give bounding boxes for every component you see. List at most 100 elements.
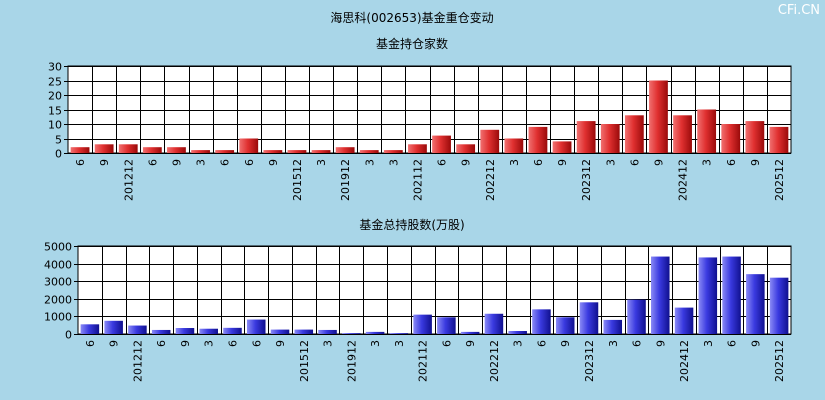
holders-xtick-label: 6 <box>532 159 545 166</box>
holders-bar <box>311 150 331 153</box>
holders-bar <box>576 121 596 153</box>
shares-bar <box>175 328 195 334</box>
holders-bar <box>239 138 259 153</box>
holders-bar <box>456 144 476 153</box>
shares-xtick-label: 3 <box>369 340 382 347</box>
holders-bar <box>697 109 717 153</box>
holders-xtick-label: 202412 <box>677 159 690 201</box>
holders-ytick-label: 10 <box>48 119 62 132</box>
holders-xtick-label: 9 <box>652 159 665 166</box>
holders-bar <box>383 150 403 153</box>
holders-xtick-label: 3 <box>195 159 208 166</box>
shares-bar <box>484 313 504 334</box>
shares-xtick-label: 202512 <box>773 340 786 382</box>
holders-bar <box>70 147 90 153</box>
holders-bar <box>118 144 138 153</box>
holders-xtick-label: 9 <box>460 159 473 166</box>
shares-xtick-label: 9 <box>274 340 287 347</box>
holders-xtick-label: 202512 <box>773 159 786 201</box>
holders-ytick-label: 0 <box>55 148 62 161</box>
shares-xtick-label: 6 <box>726 340 739 347</box>
shares-bar <box>246 319 266 334</box>
shares-bar <box>270 329 290 334</box>
shares-xtick-label: 202412 <box>678 340 691 382</box>
holders-ytick-label: 15 <box>48 105 62 118</box>
shares-xtick-label: 9 <box>108 340 121 347</box>
holders-xtick-label: 201912 <box>339 159 352 201</box>
shares-xtick-label: 3 <box>393 340 406 347</box>
shares-bar <box>460 331 480 334</box>
shares-xtick-label: 9 <box>464 340 477 347</box>
shares-xtick-label: 6 <box>440 340 453 347</box>
shares-bar <box>698 257 718 334</box>
shares-xtick-label: 3 <box>702 340 715 347</box>
holders-plot-area <box>67 65 792 154</box>
holders-xtick-label: 9 <box>556 159 569 166</box>
shares-xtick-label: 3 <box>203 340 216 347</box>
shares-xtick-label: 3 <box>322 340 335 347</box>
holders-bar <box>600 124 620 153</box>
holders-bar <box>215 150 235 153</box>
holders-bar <box>673 115 692 153</box>
holders-bar <box>745 121 765 153</box>
holders-xtick-label: 6 <box>628 159 641 166</box>
chart1-title: 基金持仓家数 <box>376 36 448 51</box>
holders-bar <box>649 80 668 153</box>
shares-ytick-label: 0 <box>65 329 72 342</box>
shares-xtick-label: 201512 <box>298 340 311 382</box>
shares-bar <box>365 331 385 334</box>
holders-bar <box>624 115 644 153</box>
holders-bar <box>552 141 572 153</box>
shares-bar <box>722 256 741 334</box>
holders-xtick-label: 6 <box>243 159 256 166</box>
holders-bar <box>335 147 355 153</box>
holders-xtick-label: 202112 <box>411 159 424 201</box>
holders-xtick-label: 202312 <box>580 159 593 201</box>
holders-ytick-label: 30 <box>48 61 62 74</box>
shares-xtick-label: 202312 <box>583 340 596 382</box>
shares-bar <box>603 319 623 334</box>
shares-bar <box>651 256 670 334</box>
shares-bar <box>294 329 314 334</box>
holders-xtick-label: 3 <box>315 159 328 166</box>
holders-xtick-label: 9 <box>749 159 762 166</box>
holders-xtick-label: 9 <box>267 159 280 166</box>
shares-bar <box>128 325 147 334</box>
holders-bar <box>142 147 162 153</box>
shares-xtick-label: 201912 <box>345 340 358 382</box>
shares-xtick-label: 6 <box>155 340 168 347</box>
shares-xtick-label: 6 <box>535 340 548 347</box>
shares-xtick-label: 9 <box>559 340 572 347</box>
holders-bar <box>721 124 741 153</box>
shares-xtick-label: 9 <box>654 340 667 347</box>
holders-xtick-label: 202212 <box>484 159 497 201</box>
shares-ytick-label: 5000 <box>44 241 72 254</box>
shares-xtick-label: 201212 <box>131 340 144 382</box>
holders-xtick-label: 6 <box>74 159 87 166</box>
shares-bar <box>769 277 789 334</box>
shares-bar <box>555 317 575 334</box>
shares-xtick-label: 9 <box>179 340 192 347</box>
shares-bar <box>342 333 361 334</box>
shares-bar <box>413 314 432 334</box>
shares-bar <box>151 329 171 334</box>
shares-xtick-label: 9 <box>749 340 762 347</box>
shares-xtick-label: 3 <box>607 340 620 347</box>
shares-xtick-label: 3 <box>512 340 525 347</box>
holders-xtick-label: 9 <box>170 159 183 166</box>
shares-bar <box>199 328 218 334</box>
shares-xtick-label: 6 <box>226 340 239 347</box>
holders-bar <box>287 150 307 153</box>
chart2-title: 基金总持股数(万股) <box>359 217 464 232</box>
holders-bar <box>359 150 379 153</box>
shares-ytick-label: 1000 <box>44 311 72 324</box>
holders-ytick-label: 5 <box>55 134 62 147</box>
holders-xtick-label: 201212 <box>122 159 135 201</box>
shares-bar <box>389 333 409 334</box>
shares-bar <box>627 299 646 334</box>
holders-xtick-label: 6 <box>725 159 738 166</box>
shares-bar <box>80 324 100 334</box>
shares-bar <box>104 320 123 334</box>
shares-ytick-label: 3000 <box>44 276 72 289</box>
watermark: CFi.CN <box>778 3 820 18</box>
